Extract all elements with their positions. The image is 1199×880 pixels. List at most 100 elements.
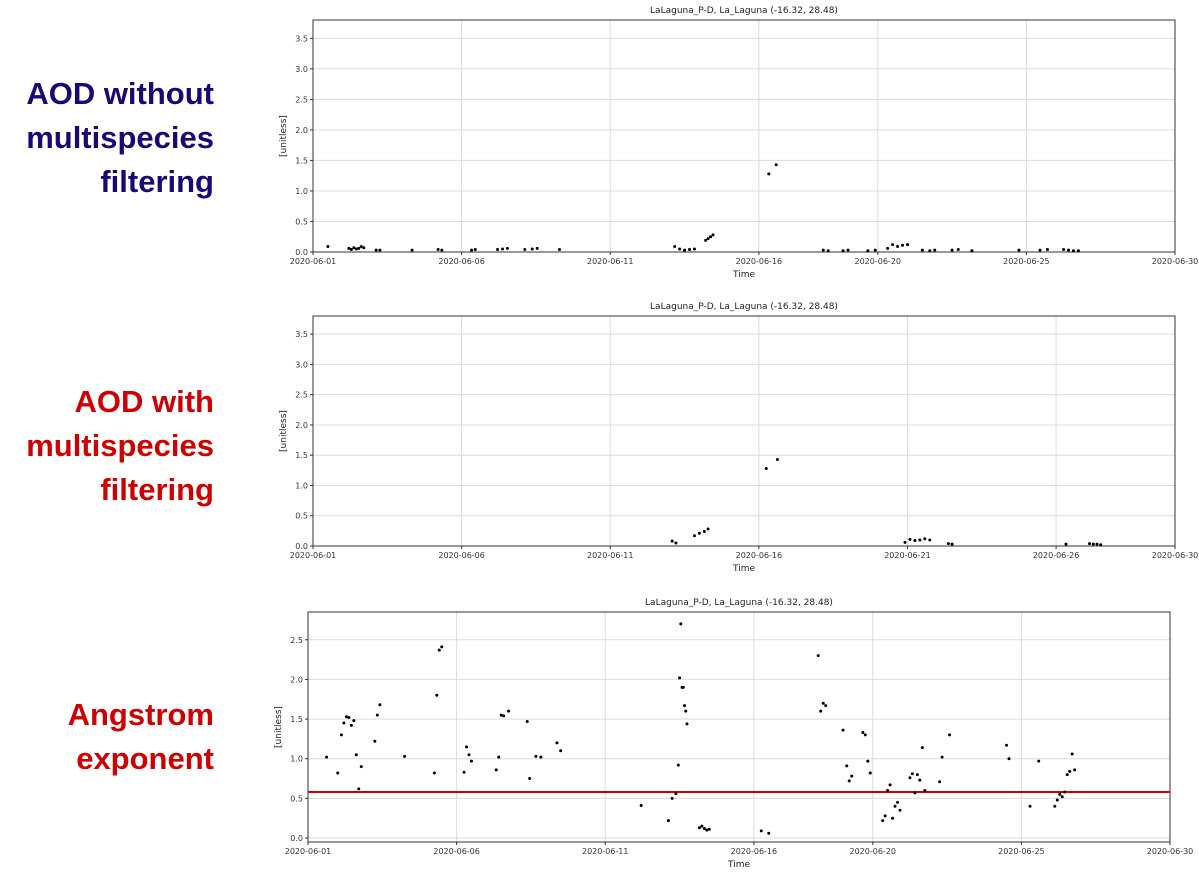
data-point bbox=[1053, 804, 1057, 808]
data-point bbox=[528, 777, 532, 781]
data-point bbox=[863, 733, 867, 737]
data-point bbox=[1062, 248, 1066, 252]
data-point bbox=[948, 733, 952, 737]
data-point bbox=[555, 741, 559, 745]
label-angstrom-exponent: Angstrom exponent bbox=[0, 693, 214, 781]
data-point bbox=[684, 709, 688, 713]
data-point bbox=[325, 755, 329, 759]
data-point bbox=[883, 814, 887, 818]
data-point bbox=[774, 163, 778, 167]
data-point bbox=[888, 783, 892, 787]
data-point bbox=[494, 768, 498, 772]
data-point bbox=[432, 771, 436, 775]
data-point bbox=[1088, 542, 1092, 546]
data-point bbox=[706, 237, 710, 241]
data-point bbox=[923, 537, 927, 541]
data-point bbox=[1007, 757, 1011, 761]
data-point bbox=[1028, 804, 1032, 808]
data-point bbox=[440, 645, 444, 649]
data-point bbox=[913, 791, 917, 795]
data-point bbox=[826, 249, 830, 253]
data-point bbox=[470, 248, 474, 252]
x-tick-label: 2020-06-11 bbox=[587, 257, 634, 266]
data-point bbox=[846, 248, 850, 252]
y-tick-label: 1.5 bbox=[295, 451, 308, 460]
data-point bbox=[679, 622, 683, 626]
data-point bbox=[707, 827, 711, 831]
data-point bbox=[507, 709, 511, 713]
data-point bbox=[1055, 798, 1059, 802]
data-point bbox=[639, 804, 643, 808]
data-point bbox=[467, 753, 471, 757]
data-point bbox=[410, 248, 414, 252]
data-point bbox=[502, 714, 506, 718]
data-point bbox=[928, 249, 932, 253]
data-point bbox=[373, 739, 377, 743]
label-line: filtering bbox=[100, 472, 214, 507]
data-point bbox=[349, 723, 353, 727]
chart-title: LaLaguna_P-D, La_Laguna (-16.32, 28.48) bbox=[650, 302, 838, 312]
x-tick-label: 2020-06-01 bbox=[285, 847, 332, 856]
y-tick-label: 1.5 bbox=[290, 715, 303, 724]
x-tick-label: 2020-06-01 bbox=[290, 551, 337, 560]
data-point bbox=[357, 787, 361, 791]
data-point bbox=[866, 249, 870, 253]
data-point bbox=[530, 247, 534, 251]
y-tick-label: 3.0 bbox=[295, 360, 308, 369]
data-point bbox=[496, 248, 500, 252]
data-point bbox=[920, 746, 924, 750]
y-tick-label: 0.0 bbox=[290, 834, 303, 843]
data-point bbox=[362, 246, 366, 250]
plot-frame bbox=[307, 611, 1171, 843]
plot-frame bbox=[312, 315, 1176, 547]
data-point bbox=[559, 749, 563, 753]
data-point bbox=[674, 541, 678, 545]
label-line: AOD with bbox=[74, 384, 215, 419]
data-point bbox=[359, 245, 363, 249]
data-point bbox=[436, 248, 440, 252]
data-point bbox=[1063, 790, 1067, 794]
data-point bbox=[956, 248, 960, 252]
y-axis-label: [unitless] bbox=[279, 410, 289, 452]
data-point bbox=[759, 829, 763, 833]
data-point bbox=[1064, 542, 1068, 546]
data-point bbox=[923, 788, 927, 792]
data-point bbox=[866, 759, 870, 763]
data-point bbox=[705, 828, 709, 832]
data-point bbox=[692, 534, 696, 538]
x-tick-label: 2020-06-16 bbox=[736, 257, 783, 266]
data-point bbox=[500, 247, 504, 251]
data-point bbox=[1066, 248, 1070, 252]
y-tick-label: 0.5 bbox=[295, 217, 308, 226]
x-tick-label: 2020-06-01 bbox=[290, 257, 337, 266]
data-point bbox=[497, 755, 501, 759]
data-point bbox=[347, 715, 351, 719]
x-axis-label: Time bbox=[732, 564, 755, 574]
label-line: exponent bbox=[76, 741, 214, 776]
data-point bbox=[700, 824, 704, 828]
data-point bbox=[678, 247, 682, 251]
plot-frame bbox=[312, 19, 1176, 253]
label-aod-with-filtering: AOD with multispecies filtering bbox=[0, 380, 214, 512]
data-point bbox=[821, 701, 825, 705]
data-point bbox=[1091, 542, 1095, 546]
x-axis-label: Time bbox=[727, 860, 750, 870]
data-point bbox=[861, 731, 865, 735]
data-point bbox=[354, 247, 358, 251]
data-point bbox=[886, 788, 890, 792]
y-tick-label: 2.5 bbox=[295, 95, 308, 104]
y-tick-label: 3.5 bbox=[295, 34, 308, 43]
data-point bbox=[534, 754, 538, 758]
data-point bbox=[344, 715, 348, 719]
data-point bbox=[670, 796, 674, 800]
data-point bbox=[1060, 795, 1064, 799]
x-tick-label: 2020-06-25 bbox=[1003, 257, 1050, 266]
y-tick-label: 1.0 bbox=[290, 755, 303, 764]
data-point bbox=[678, 676, 682, 680]
data-point bbox=[378, 248, 382, 252]
data-point bbox=[469, 759, 473, 763]
data-point bbox=[920, 248, 924, 252]
data-point bbox=[706, 527, 710, 531]
label-aod-without-filtering: AOD without multispecies filtering bbox=[0, 72, 214, 204]
x-tick-label: 2020-06-21 bbox=[884, 551, 931, 560]
